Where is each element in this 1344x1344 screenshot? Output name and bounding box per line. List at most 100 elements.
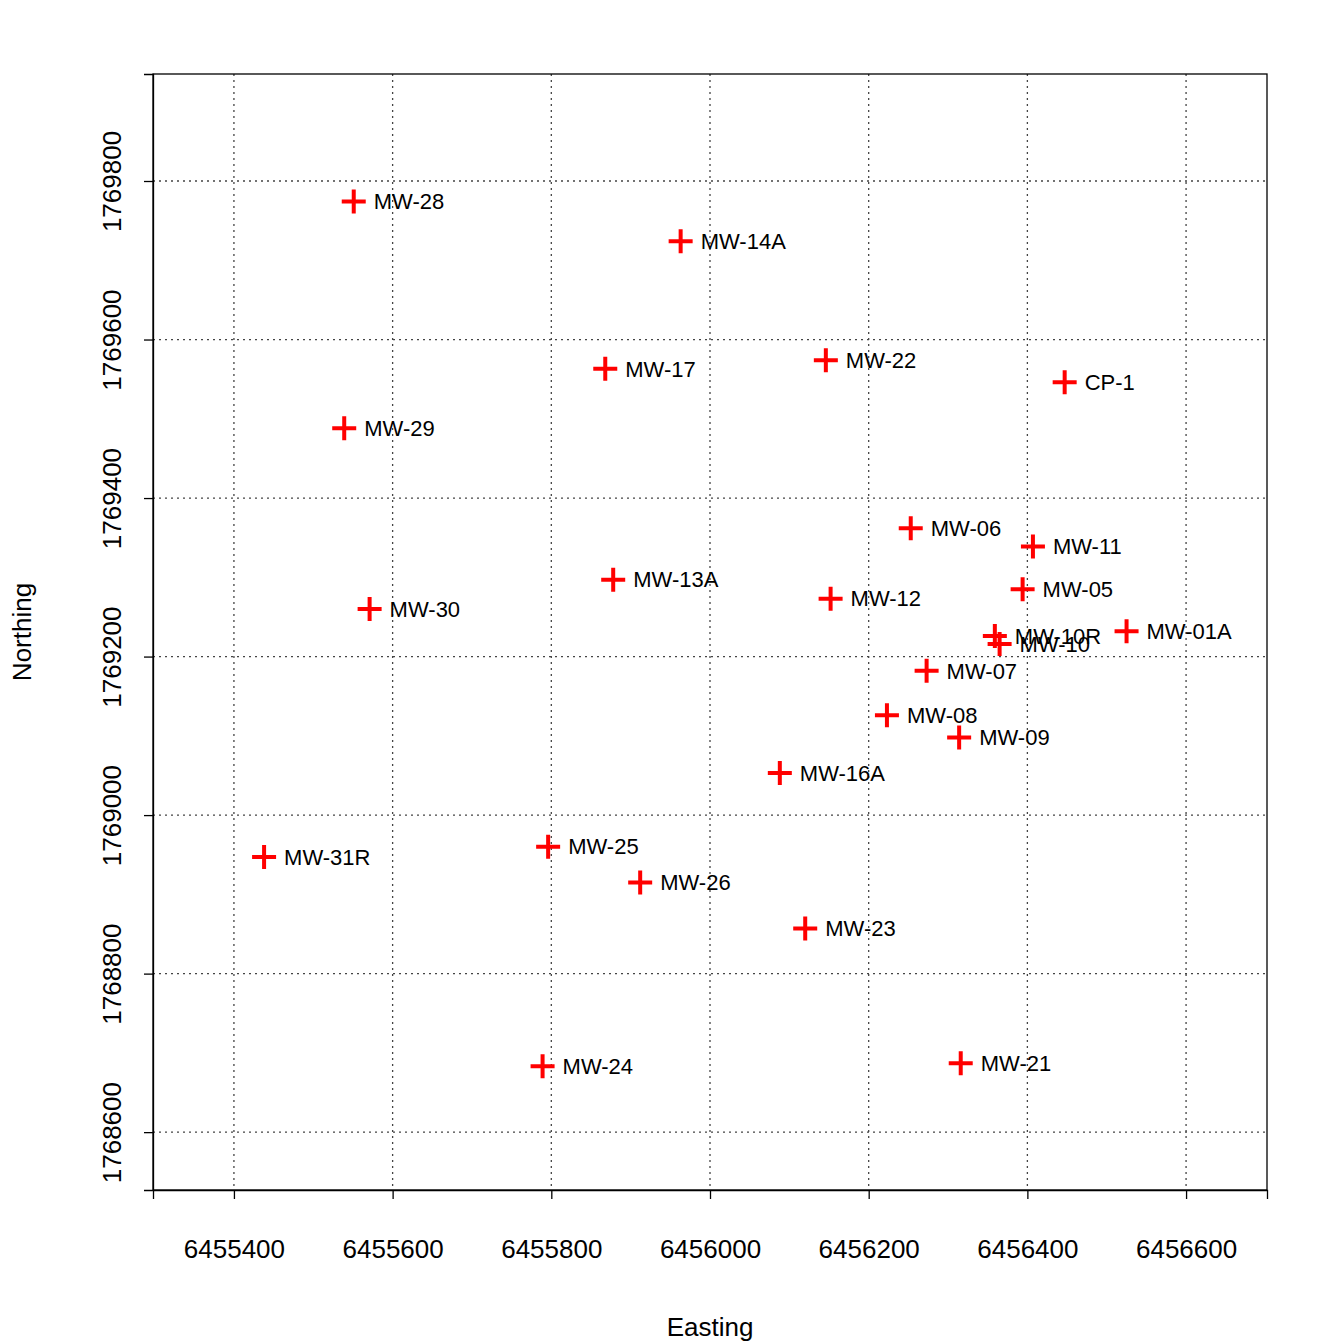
tick: 1769800: [97, 131, 153, 232]
tick-label: 6456000: [660, 1234, 761, 1264]
grid-line-y: [153, 497, 1267, 498]
tick-label: 6456200: [819, 1234, 920, 1264]
tick-label: 6456400: [977, 1234, 1078, 1264]
point-label: MW-01A: [1147, 619, 1232, 644]
tick: 1769000: [97, 765, 153, 866]
point: [332, 416, 356, 440]
grid-line-y: [153, 973, 1267, 974]
tick-mark: [710, 1190, 711, 1199]
tick: 1769200: [97, 606, 153, 707]
y-axis-title: Northing: [7, 583, 37, 681]
tick-mark: [392, 1190, 393, 1199]
point: [342, 190, 366, 214]
point-label: MW-30: [390, 597, 461, 622]
point-label: MW-11: [1053, 534, 1122, 559]
point: [768, 761, 792, 785]
grid-line-y: [153, 1131, 1267, 1132]
point: [915, 659, 939, 683]
point: [949, 1051, 973, 1075]
tick-label: 1769000: [97, 765, 127, 866]
tick-label: 6455400: [184, 1234, 285, 1264]
point: [593, 357, 617, 381]
point: [1011, 577, 1035, 601]
grid-line-y: [153, 180, 1267, 181]
point-label: MW-14A: [701, 229, 786, 254]
point: [601, 568, 625, 592]
grid-line-x: [551, 74, 552, 1190]
point-label: MW-21: [981, 1051, 1052, 1076]
point: [819, 587, 843, 611]
chart: 6455400 6455600 6455800 6456000 6456200 64564…: [0, 0, 1344, 1344]
tick: 1768800: [97, 923, 153, 1024]
point-label: MW-22: [846, 348, 917, 373]
tick: 1769400: [97, 448, 153, 549]
tick-label: 6455600: [343, 1234, 444, 1264]
grid: [153, 74, 1267, 1190]
point-label: MW-26: [660, 870, 731, 895]
point-label: MW-08: [907, 703, 978, 728]
tick: 6455400: [184, 1190, 285, 1264]
point-label: MW-13A: [633, 567, 718, 592]
tick-label: 1769600: [97, 289, 127, 390]
point-labels: MW-28MW-14AMW-17MW-22CP-1MW-29MW-06MW-11…: [284, 189, 1232, 1079]
point: [531, 1054, 555, 1078]
tick-label: 1769800: [97, 131, 127, 232]
tick-mark: [869, 1190, 870, 1199]
point: [814, 348, 838, 372]
y-axis: 1768600 1768800 1769000 1769200 1769400 17696…: [97, 75, 154, 1191]
point: [536, 835, 560, 859]
tick-mark: [1027, 1190, 1028, 1199]
tick-label: 1769400: [97, 448, 127, 549]
point-label: MW-09: [979, 725, 1050, 750]
tick-label: 1768600: [97, 1082, 127, 1183]
tick: 6456000: [660, 1190, 761, 1264]
point-label: MW-29: [364, 416, 435, 441]
point-label: MW-28: [374, 189, 445, 214]
point-label: MW-24: [563, 1054, 634, 1079]
point: [899, 516, 923, 540]
point-label: MW-23: [825, 916, 896, 941]
grid-line-y: [153, 814, 1267, 815]
axis-line: [154, 1191, 1268, 1200]
tick-mark: [144, 815, 153, 816]
tick-mark: [144, 498, 153, 499]
tick: 6455800: [501, 1190, 602, 1264]
plot-frame: [153, 74, 1267, 1190]
point-label: MW-16A: [800, 761, 885, 786]
x-axis: 6455400 6455600 6455800 6456000 6456200 64564…: [154, 1190, 1268, 1264]
point: [628, 870, 652, 894]
tick: 1768600: [97, 1082, 153, 1183]
grid-line-y: [153, 339, 1267, 340]
tick: 6456200: [819, 1190, 920, 1264]
point-label: CP-1: [1085, 370, 1135, 395]
grid-line-x: [392, 74, 393, 1190]
point: [669, 229, 693, 253]
point: [252, 845, 276, 869]
tick: 6456400: [977, 1190, 1078, 1264]
point: [358, 597, 382, 621]
tick-mark: [234, 1190, 235, 1199]
tick: 6455600: [343, 1190, 444, 1264]
tick-mark: [551, 1190, 552, 1199]
tick-mark: [144, 339, 153, 340]
point-label: MW-12: [851, 586, 922, 611]
axis-line: [144, 75, 154, 1191]
point: [988, 632, 1012, 656]
point-label: MW-25: [568, 834, 639, 859]
tick-label: 1768800: [97, 923, 127, 1024]
tick-mark: [144, 181, 153, 182]
point: [947, 725, 971, 749]
point-label: MW-05: [1043, 577, 1114, 602]
points: [252, 190, 1138, 1079]
tick-mark: [144, 656, 153, 657]
point-label: MW-07: [947, 659, 1018, 684]
tick-mark: [1186, 1190, 1187, 1199]
tick: 6456600: [1136, 1190, 1237, 1264]
tick-mark: [144, 1132, 153, 1133]
x-axis-title: Easting: [667, 1312, 754, 1342]
point: [875, 703, 899, 727]
tick-label: 6455800: [501, 1234, 602, 1264]
grid-line-x: [233, 74, 234, 1190]
tick: 1769600: [97, 289, 153, 390]
point-label: MW-10: [1020, 632, 1091, 657]
